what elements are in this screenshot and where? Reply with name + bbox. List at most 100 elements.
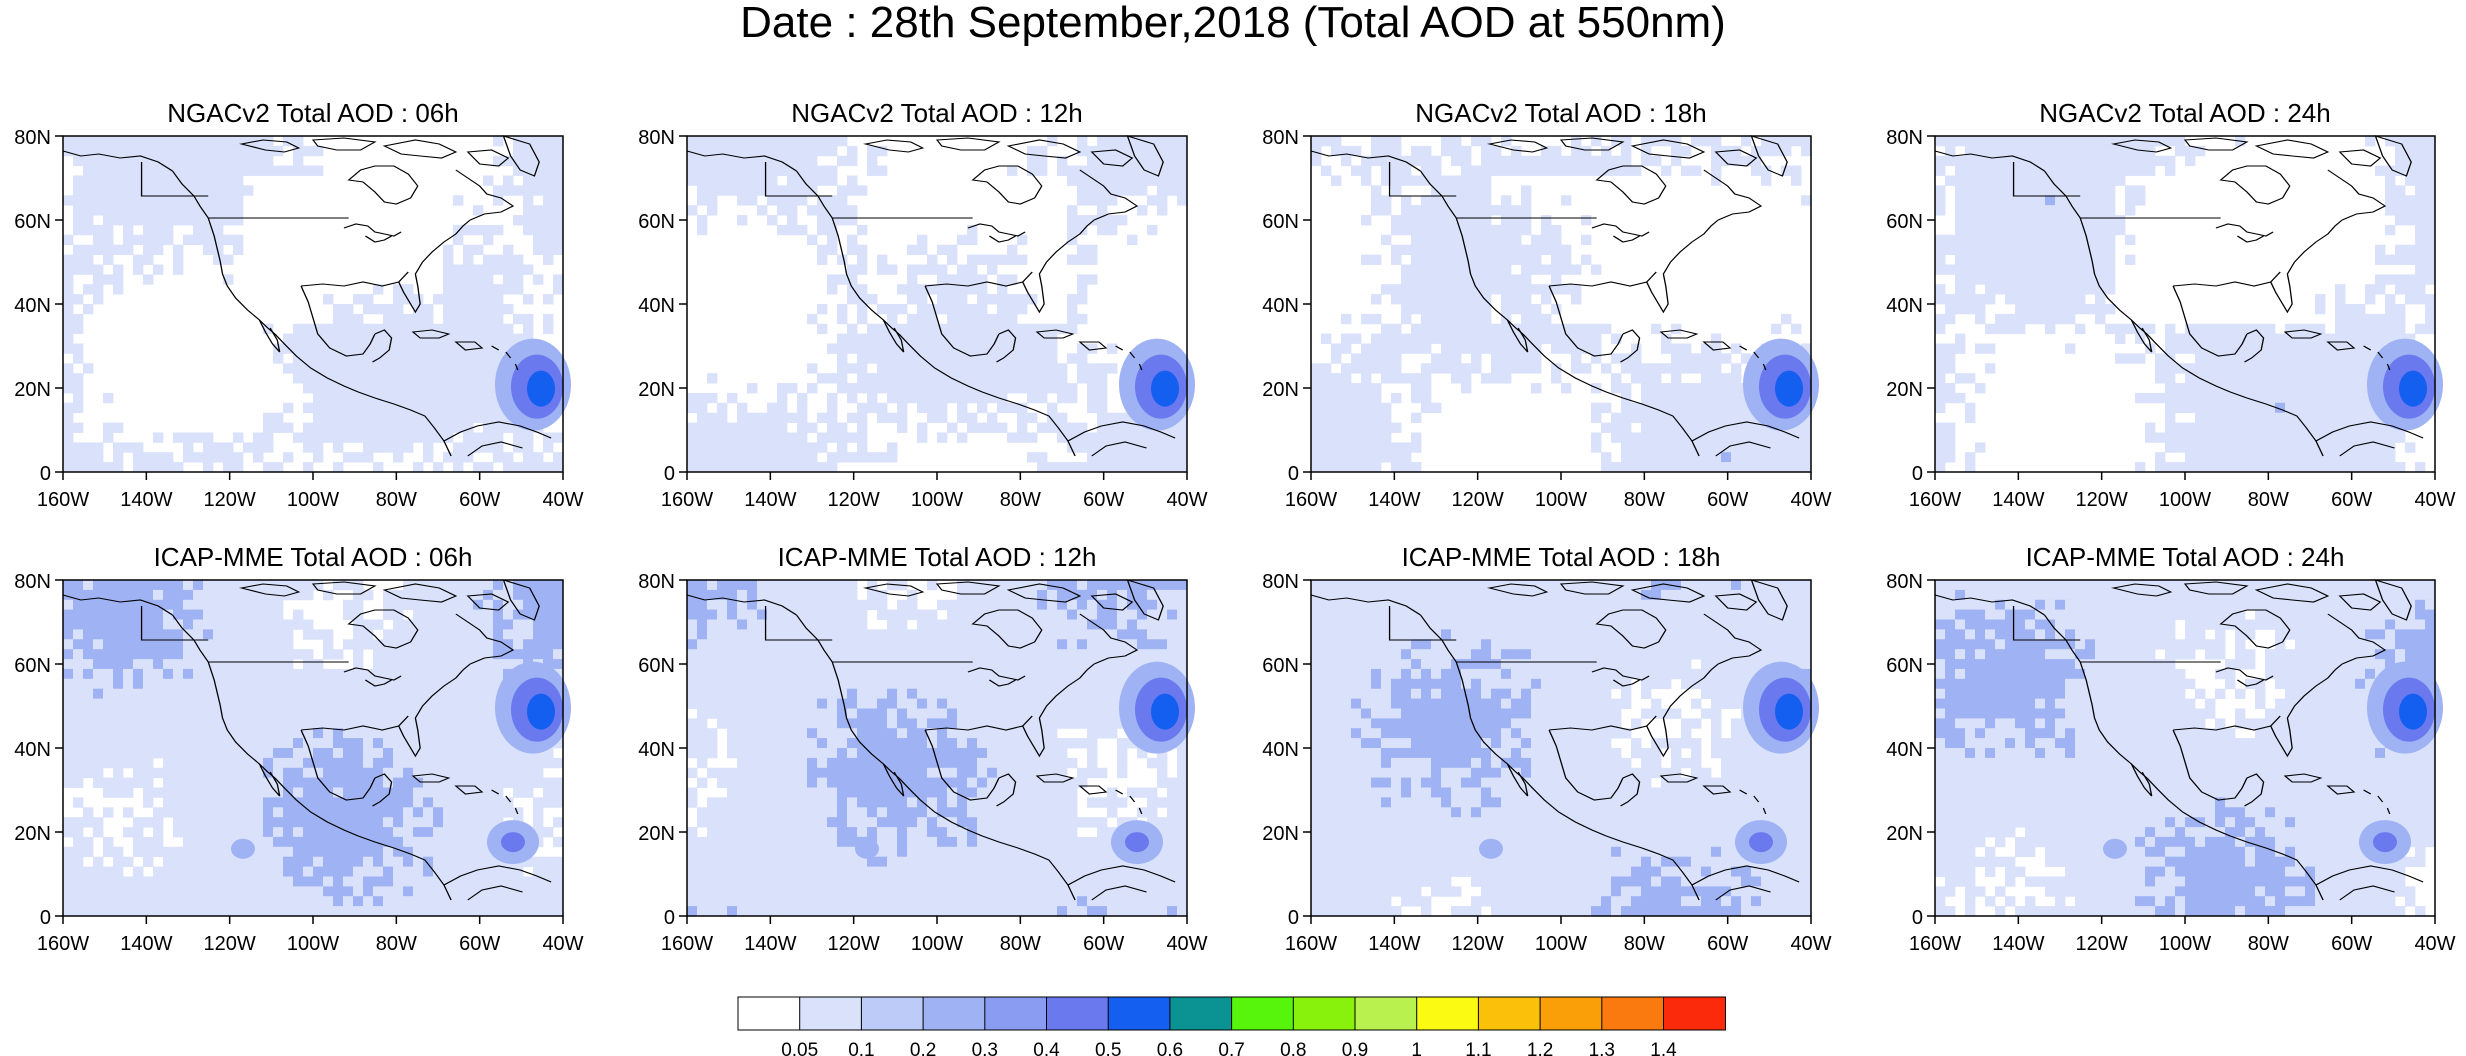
lon-tick-label: 160W: [1285, 933, 1337, 955]
lon-tick-label: 140W: [744, 489, 796, 511]
colorbar-label: 0.5: [1095, 1040, 1121, 1056]
lon-tick-label: 100W: [911, 933, 963, 955]
colorbar-label: 1.4: [1650, 1040, 1677, 1056]
lon-tick-label: 120W: [1452, 489, 1504, 511]
lat-tick-label: 0: [1288, 463, 1299, 485]
lon-tick-label: 140W: [744, 933, 796, 955]
aod-field: [1935, 580, 2436, 917]
colorbar-label: 1: [1411, 1040, 1422, 1056]
colorbar-swatch: [1663, 996, 1726, 1031]
lat-tick-label: 40N: [638, 739, 675, 761]
colorbar-swatch: [1354, 996, 1418, 1031]
aod-field: [687, 136, 1188, 473]
map-panel-7: ICAP-MME Total AOD : 18h 80N 60N 40N 20N 0 160…: [1262, 542, 1831, 955]
lon-tick-label: 100W: [287, 489, 339, 511]
lon-tick-label: 60W: [1707, 933, 1748, 955]
colorbar-label: 1.3: [1589, 1040, 1615, 1056]
panel-title: ICAP-MME Total AOD : 24h: [2026, 542, 2345, 572]
lon-tick-label: 120W: [1452, 933, 1504, 955]
colorbar-label: 0.2: [910, 1040, 936, 1056]
lon-tick-label: 40W: [1166, 933, 1207, 955]
lat-tick-label: 20N: [638, 379, 675, 401]
lon-tick-label: 40W: [1790, 933, 1831, 955]
colorbar-label: 0.05: [781, 1040, 818, 1056]
lat-tick-label: 80N: [1262, 127, 1299, 149]
lon-tick-label: 140W: [120, 489, 172, 511]
lat-tick-label: 20N: [638, 823, 675, 845]
colorbar-label: 0.7: [1218, 1040, 1244, 1056]
colorbar-label: 1.1: [1465, 1040, 1491, 1056]
lon-tick-label: 140W: [1992, 933, 2044, 955]
colorbar-swatch: [1107, 996, 1171, 1031]
lon-tick-label: 120W: [2076, 489, 2128, 511]
aod-field: [1311, 136, 1812, 473]
lat-tick-label: 20N: [1262, 823, 1299, 845]
lon-tick-label: 40W: [2414, 489, 2455, 511]
lon-tick-label: 120W: [2076, 933, 2128, 955]
lon-tick-label: 100W: [1535, 489, 1587, 511]
colorbar-swatch: [984, 996, 1048, 1031]
lon-tick-label: 160W: [37, 489, 89, 511]
lat-tick-label: 80N: [14, 571, 51, 593]
lat-tick-label: 0: [664, 907, 675, 929]
colorbar-label: 0.9: [1342, 1040, 1368, 1056]
colorbar-swatch: [737, 996, 801, 1031]
colorbar-swatch: [1231, 996, 1295, 1031]
aod-field: [687, 580, 1188, 917]
lon-tick-label: 120W: [828, 489, 880, 511]
lat-tick-label: 60N: [1262, 211, 1299, 233]
lon-tick-label: 140W: [1368, 933, 1420, 955]
lat-tick-label: 60N: [1886, 211, 1923, 233]
lat-tick-label: 20N: [1262, 379, 1299, 401]
colorbar-label: 0.3: [972, 1040, 998, 1056]
lon-tick-label: 60W: [1707, 489, 1748, 511]
lon-tick-label: 40W: [1166, 489, 1207, 511]
colorbar-label: 0.1: [848, 1040, 874, 1056]
lon-tick-label: 40W: [542, 489, 583, 511]
lon-tick-label: 80W: [1000, 489, 1041, 511]
map-panel-6: ICAP-MME Total AOD : 12h 80N 60N 40N 20N 0 160…: [638, 542, 1207, 955]
lon-tick-label: 100W: [1535, 933, 1587, 955]
lat-tick-label: 40N: [1262, 295, 1299, 317]
panel-title: ICAP-MME Total AOD : 18h: [1402, 542, 1721, 572]
lon-tick-label: 100W: [2159, 933, 2211, 955]
lat-tick-label: 20N: [14, 379, 51, 401]
lon-tick-label: 80W: [1000, 933, 1041, 955]
lon-tick-label: 60W: [1083, 489, 1124, 511]
colorbar-label: 1.2: [1527, 1040, 1553, 1056]
lon-tick-label: 80W: [1624, 489, 1665, 511]
colorbar-swatch: [922, 996, 986, 1031]
aod-field: [1311, 580, 1812, 917]
panel-title: NGACv2 Total AOD : 06h: [167, 98, 458, 128]
lon-tick-label: 60W: [2331, 489, 2372, 511]
lon-tick-label: 60W: [459, 489, 500, 511]
colorbar-label: 0.6: [1157, 1040, 1183, 1056]
lon-tick-label: 160W: [661, 933, 713, 955]
colorbar: 0.05 0.1 0.2 0.3 0.4 0.5 0.6 0.7 0.8 0.9 1 1.1 1.2 1.…: [737, 996, 1726, 1056]
lat-tick-label: 40N: [638, 295, 675, 317]
map-panel-5: ICAP-MME Total AOD : 06h 80N 60N 40N 20N 0 160…: [14, 542, 583, 955]
lon-tick-label: 40W: [1790, 489, 1831, 511]
lon-tick-label: 40W: [542, 933, 583, 955]
colorbar-swatch: [1292, 996, 1356, 1031]
colorbar-swatch: [1477, 996, 1541, 1031]
lon-tick-label: 120W: [828, 933, 880, 955]
lat-tick-label: 40N: [14, 739, 51, 761]
lon-tick-label: 120W: [204, 933, 256, 955]
lon-tick-label: 140W: [120, 933, 172, 955]
lat-tick-label: 0: [1912, 907, 1923, 929]
lon-tick-label: 160W: [1909, 489, 1961, 511]
lat-tick-label: 0: [40, 907, 51, 929]
map-panel-1: NGACv2 Total AOD : 06h 80N 60N 40N 20N 0 160W 1…: [14, 98, 583, 511]
lon-tick-label: 160W: [1285, 489, 1337, 511]
lat-tick-label: 40N: [1886, 295, 1923, 317]
lat-tick-label: 40N: [1262, 739, 1299, 761]
lon-tick-label: 40W: [2414, 933, 2455, 955]
lat-tick-label: 60N: [638, 655, 675, 677]
lat-tick-label: 60N: [638, 211, 675, 233]
aod-field: [1935, 136, 2436, 473]
colorbar-swatch: [860, 996, 924, 1031]
lon-tick-label: 80W: [2248, 489, 2289, 511]
lat-tick-label: 0: [40, 463, 51, 485]
